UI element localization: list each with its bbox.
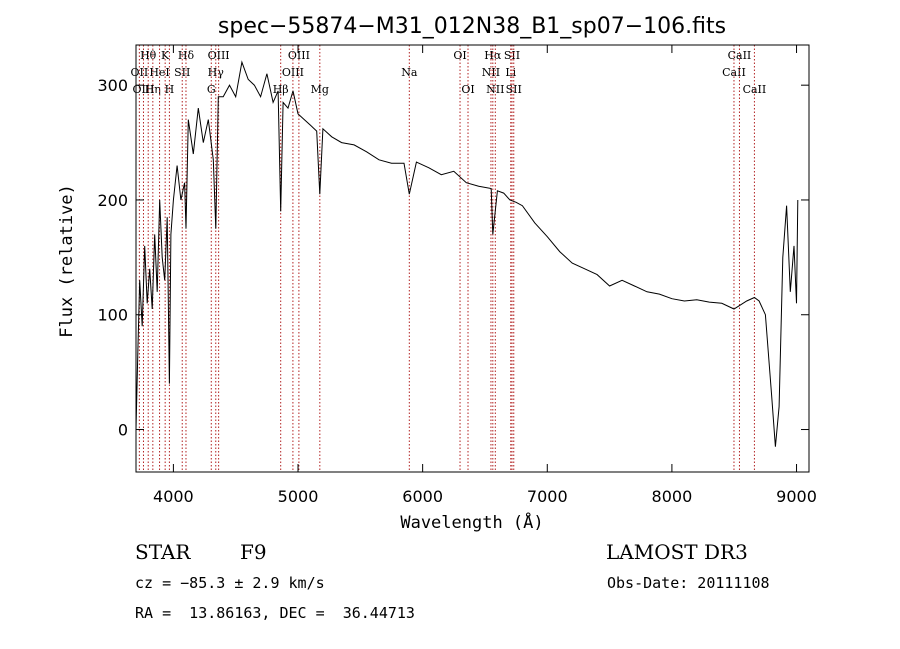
x-tick-label-2: 6000	[402, 487, 443, 506]
line-label-27: CaII	[743, 83, 767, 96]
line-label-12: Hβ	[273, 83, 289, 96]
observation-date: Obs-Date: 20111108	[607, 574, 770, 592]
line-label-4: HeI	[149, 66, 169, 79]
line-label-8: Hδ	[178, 49, 195, 62]
line-label-9: G	[207, 83, 216, 96]
x-tick-label-0: 4000	[153, 487, 194, 506]
line-label-11: OIII	[208, 49, 230, 62]
line-label-7: SII	[174, 66, 190, 79]
line-label-19: NII	[482, 66, 500, 79]
x-tick-label-5: 9000	[776, 487, 817, 506]
object-subclass: F9	[240, 540, 267, 564]
spectral-line-markers: OII OIII Hθ Hη HeI K H SII Hδ G Hγ OIII Hβ OIII OIII Mg…	[131, 45, 767, 472]
line-label-15: Mg	[311, 83, 329, 96]
line-label-18: OI	[461, 83, 474, 96]
line-label-2: Hθ	[140, 49, 157, 62]
y-tick-label-1: 100	[97, 306, 128, 325]
x-tick-label-1: 5000	[278, 487, 319, 506]
redshift-cz: cz = −85.3 ± 2.9 km/s	[135, 574, 325, 592]
y-tick-label-3: 300	[97, 76, 128, 95]
line-label-25: CaII	[722, 66, 746, 79]
flux-series-line	[135, 60, 799, 447]
x-tick-label-3: 7000	[527, 487, 568, 506]
chart-title: spec−55874−M31_012N38_B1_sp07−106.fits	[218, 14, 726, 39]
line-label-0: OII	[131, 66, 149, 79]
axis-ticks: 4000 5000 6000 7000 8000 9000 0 100 200 300	[97, 45, 817, 506]
survey-name: LAMOST DR3	[606, 540, 748, 564]
line-label-22: Li	[505, 66, 516, 79]
line-label-10: Hγ	[208, 66, 225, 79]
line-label-26: CaII	[728, 49, 752, 62]
line-label-5: K	[161, 49, 170, 62]
line-label-6: H	[165, 83, 175, 96]
x-tick-label-4: 8000	[652, 487, 693, 506]
line-label-16: Na	[401, 66, 418, 79]
x-axis-label: Wavelength (Å)	[400, 511, 543, 533]
y-tick-label-0: 0	[118, 421, 128, 440]
line-label-14: OIII	[288, 49, 310, 62]
line-label-13: OIII	[282, 66, 304, 79]
line-label-1: OIII	[132, 83, 154, 96]
coordinates: RA = 13.86163, DEC = 36.44713	[135, 604, 415, 622]
y-axis-label: Flux (relative)	[57, 184, 77, 338]
plot-frame	[135, 44, 810, 473]
object-class: STAR	[135, 540, 191, 564]
line-label-3: Hη	[145, 83, 161, 96]
line-label-17: OI	[453, 49, 466, 62]
y-tick-label-2: 200	[97, 191, 128, 210]
line-label-23: SII	[504, 49, 520, 62]
line-label-21: NII	[486, 83, 504, 96]
line-label-20: Hα	[484, 49, 502, 62]
line-label-24: SII	[506, 83, 522, 96]
